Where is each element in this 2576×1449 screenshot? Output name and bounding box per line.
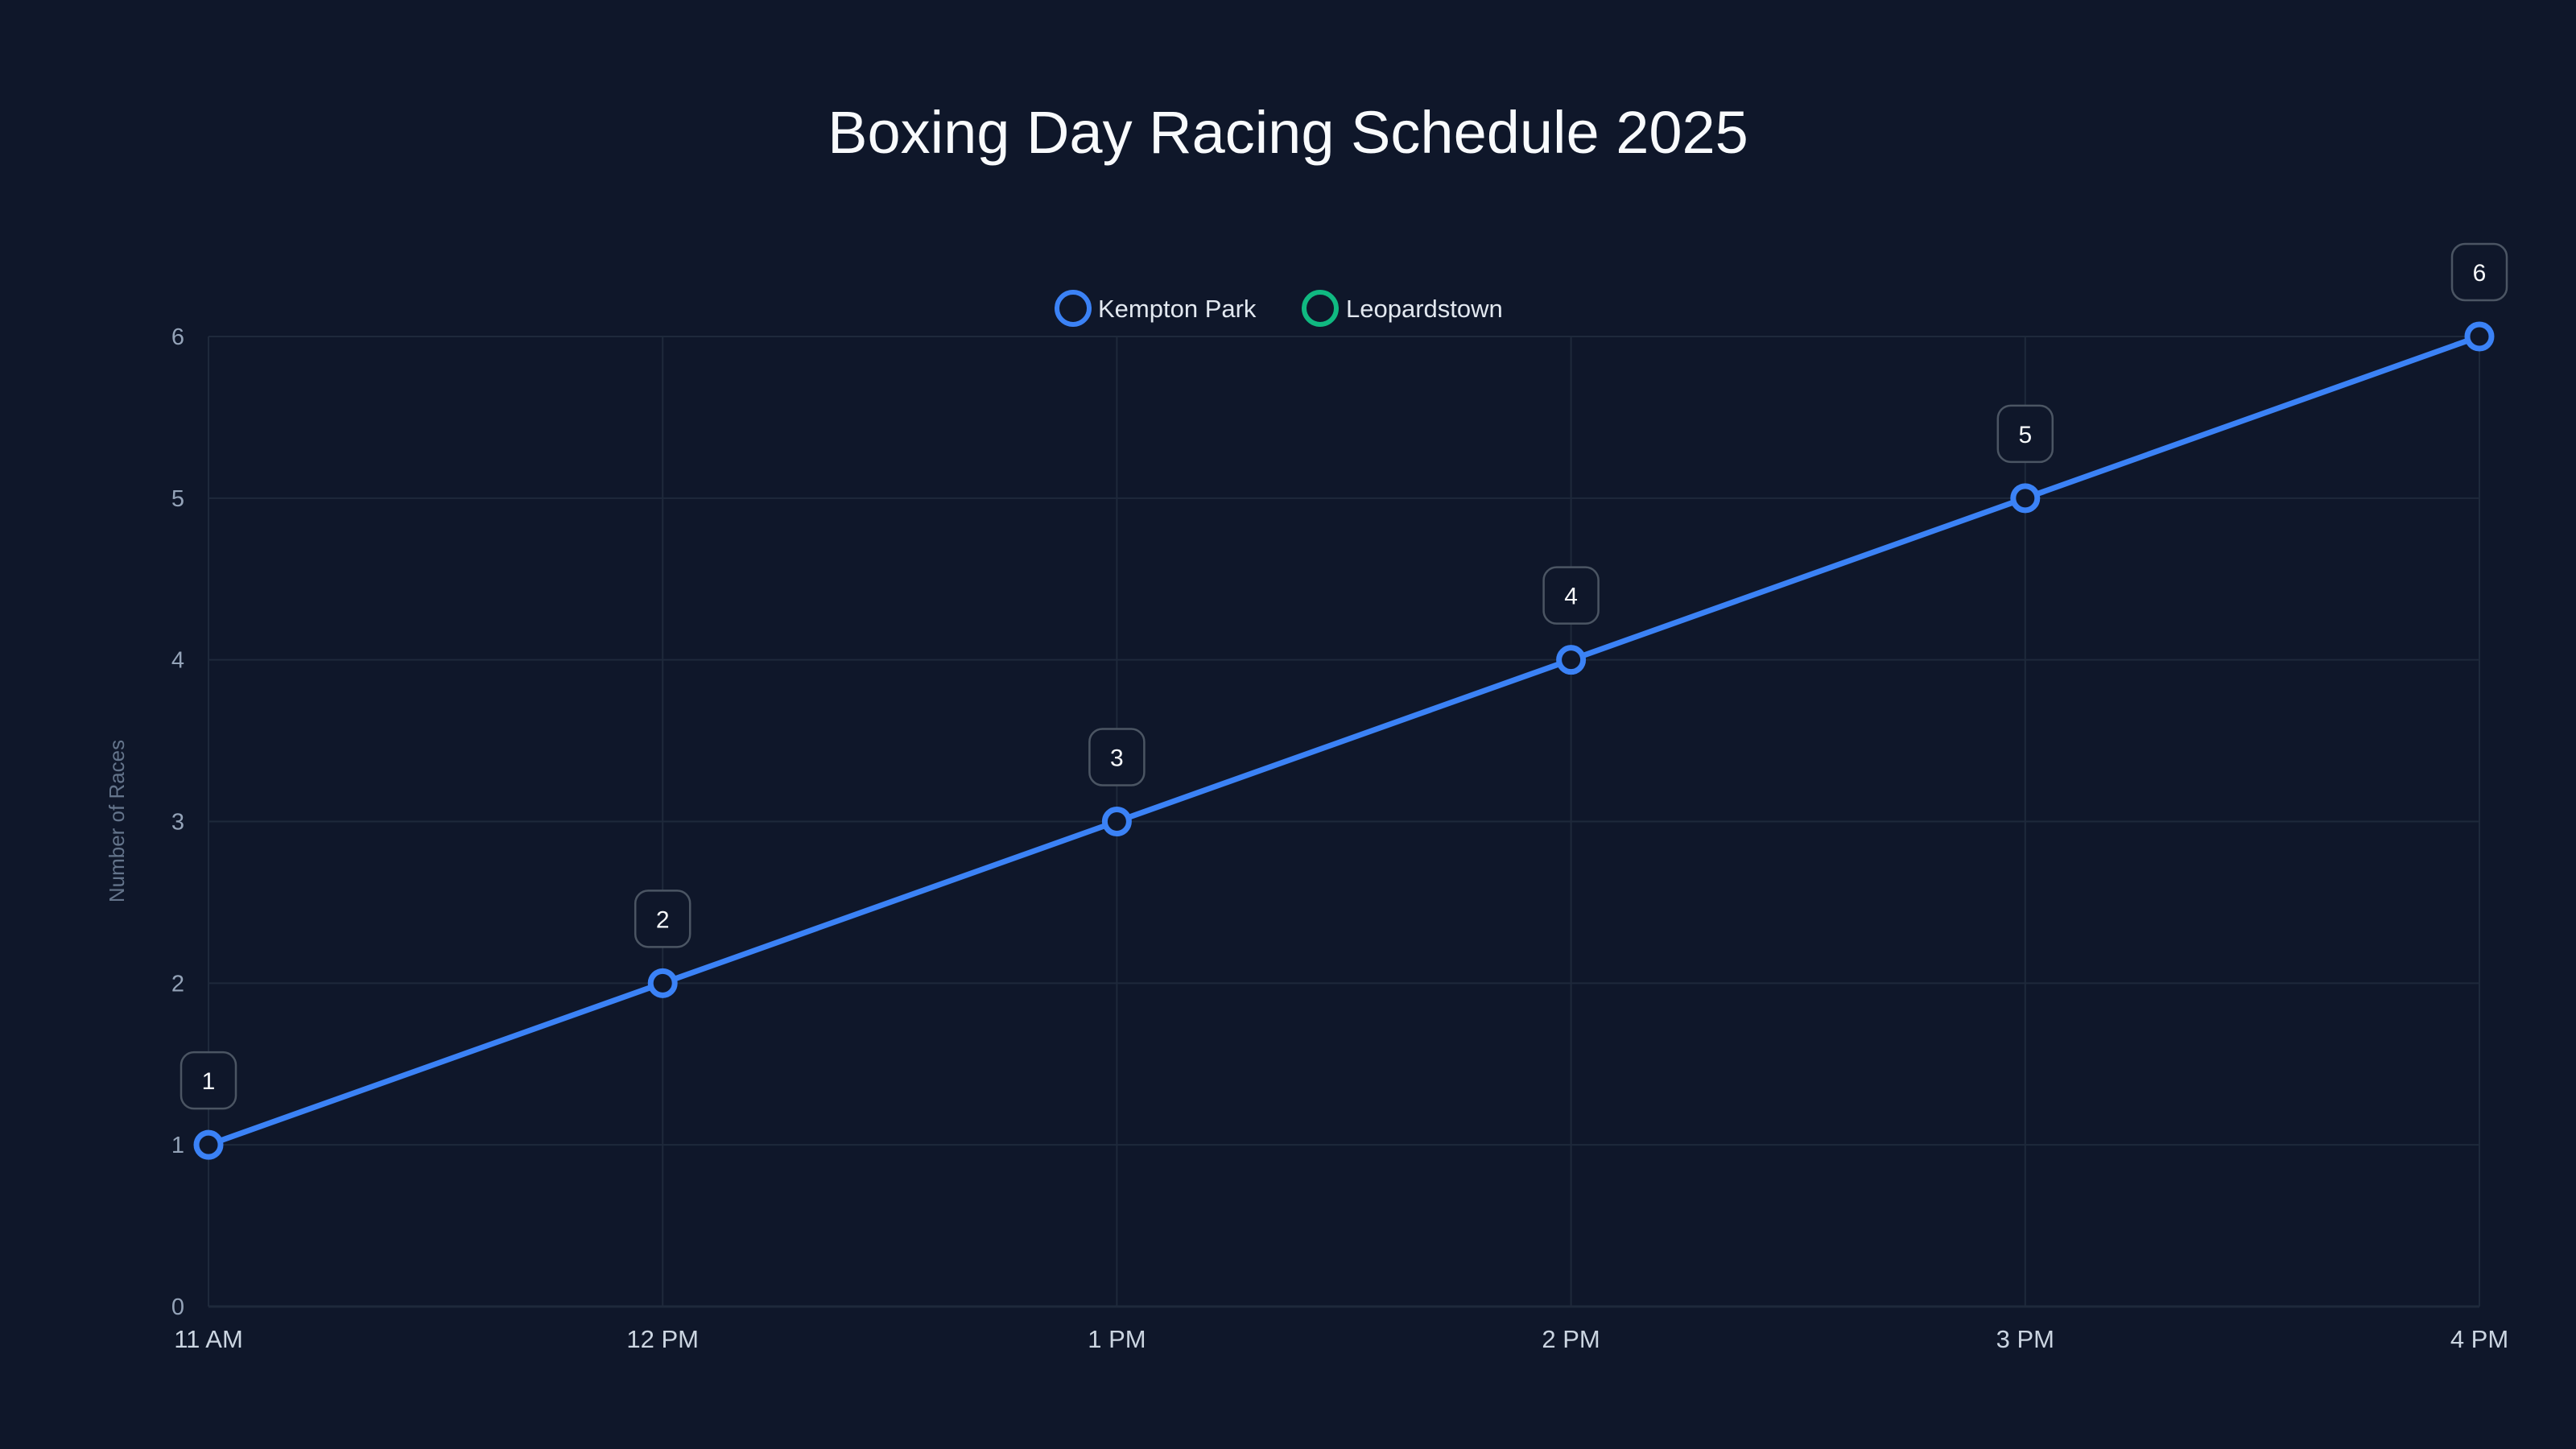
legend-item-leopardstown[interactable]: Leopardstown <box>1302 290 1503 327</box>
y-tick-label: 5 <box>171 486 184 512</box>
series-kempton-park <box>193 321 2495 1160</box>
data-label: 4 <box>1564 584 1578 610</box>
data-point-marker[interactable] <box>193 1129 224 1160</box>
chart-title: Boxing Day Racing Schedule 2025 <box>828 99 1748 166</box>
legend-label-kempton-park: Kempton Park <box>1098 295 1257 323</box>
data-point-marker[interactable] <box>1101 807 1132 836</box>
data-label-box <box>180 1051 237 1110</box>
x-tick-label: 2 PM <box>1542 1325 1600 1353</box>
data-label: 1 <box>202 1068 216 1095</box>
x-tick-label: 1 PM <box>1088 1325 1146 1353</box>
data-label-box <box>1088 728 1146 786</box>
data-label-box <box>1996 404 2054 464</box>
data-label: 3 <box>1110 745 1124 772</box>
data-label: 5 <box>2018 422 2032 448</box>
leopardstown-legend-icon <box>1302 290 1339 327</box>
data-label-box <box>1542 566 1600 625</box>
data-point-marker[interactable] <box>2010 483 2041 514</box>
y-axis-title: Number of Races <box>105 740 129 902</box>
series-line <box>207 333 2481 1148</box>
y-tick-label: 6 <box>171 324 184 350</box>
x-tick-label: 12 PM <box>626 1325 699 1353</box>
data-labels: 1 2 3 4 5 6 <box>180 242 2508 1110</box>
data-label-box <box>634 890 691 948</box>
y-tick-label: 3 <box>171 810 184 836</box>
y-tick-label: 4 <box>171 648 184 674</box>
y-axis-ticks: 0 1 2 3 4 5 6 <box>171 324 184 1320</box>
x-axis-ticks: 11 AM 12 PM 1 PM 2 PM 3 PM 4 PM <box>174 1325 2508 1353</box>
data-label: 2 <box>656 906 670 933</box>
legend-item-kempton-park[interactable]: Kempton Park <box>1055 290 1257 327</box>
y-tick-label: 1 <box>171 1133 184 1158</box>
y-tick-label: 0 <box>171 1294 184 1320</box>
data-point-marker[interactable] <box>1556 645 1587 675</box>
data-point-marker[interactable] <box>2464 321 2495 352</box>
x-tick-label: 11 AM <box>174 1325 243 1353</box>
kempton-park-legend-icon <box>1055 290 1092 327</box>
gridlines <box>208 336 2480 1308</box>
data-point-marker[interactable] <box>647 968 678 998</box>
y-tick-label: 2 <box>171 971 184 997</box>
data-label: 6 <box>2473 260 2487 287</box>
legend-label-leopardstown: Leopardstown <box>1346 295 1503 323</box>
legend: Kempton Park Leopardstown <box>1055 290 1503 327</box>
x-tick-label: 3 PM <box>1996 1325 2054 1353</box>
x-tick-label: 4 PM <box>2450 1325 2508 1353</box>
data-label-box <box>2450 242 2508 302</box>
